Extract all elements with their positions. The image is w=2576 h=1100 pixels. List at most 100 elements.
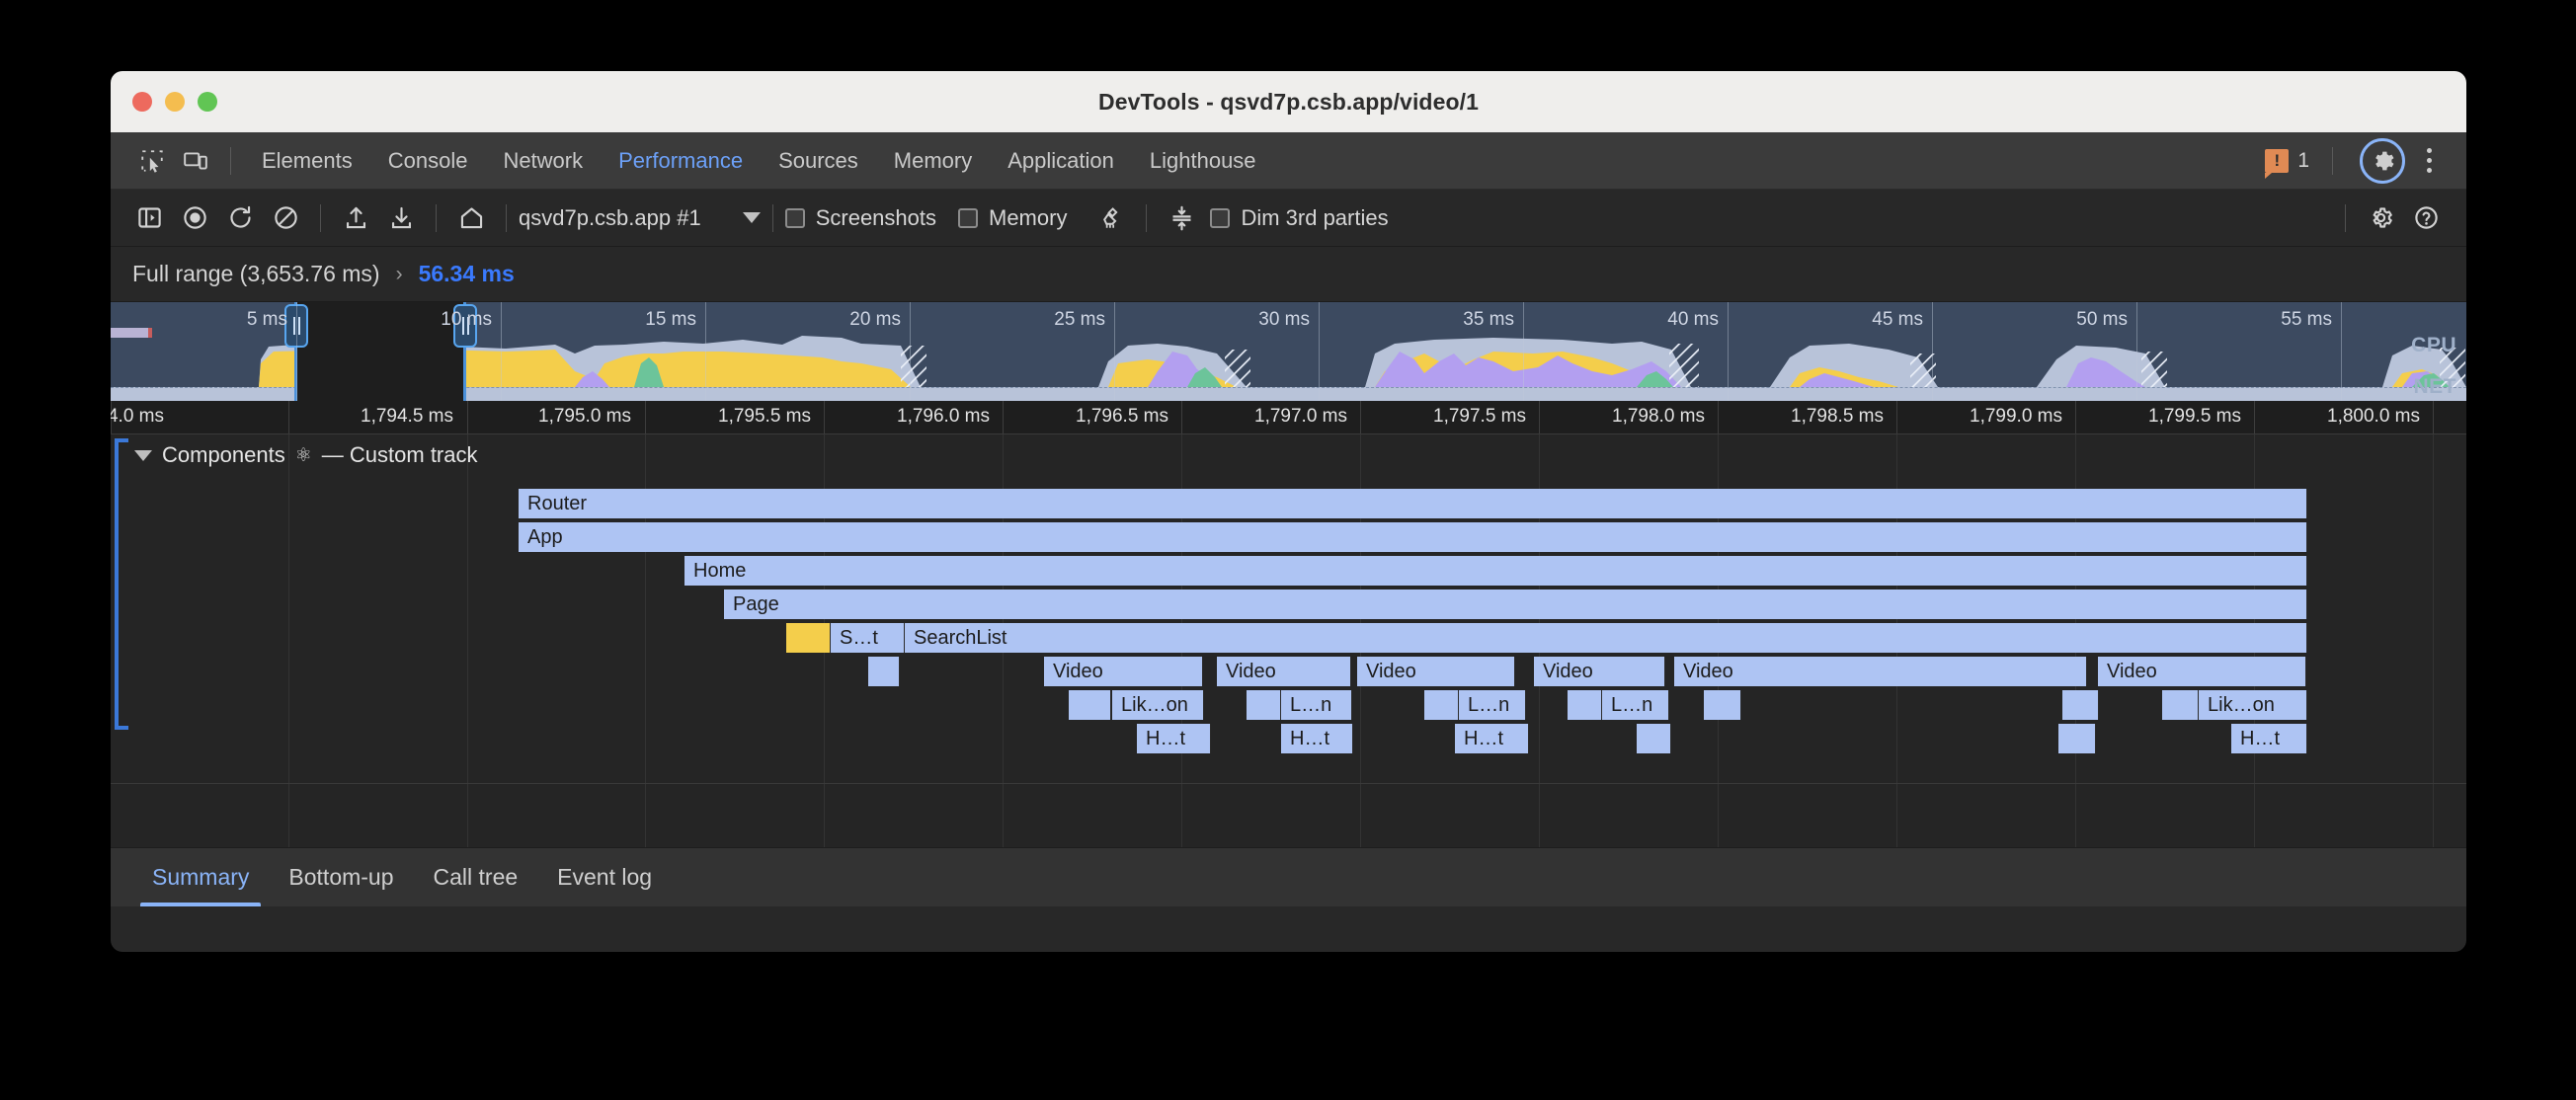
- profile-selector[interactable]: qsvd7p.csb.app #1: [519, 205, 701, 231]
- record-icon[interactable]: [172, 196, 217, 241]
- ruler-tick: [2254, 401, 2255, 433]
- flame-event-video[interactable]: Video: [2098, 657, 2306, 686]
- close-window-button[interactable]: [132, 92, 152, 112]
- overview-selection-right-edge: [463, 302, 466, 401]
- tab-event-log[interactable]: Event log: [557, 864, 653, 890]
- flame-event[interactable]: [1424, 690, 1459, 720]
- flame-event-lik-on[interactable]: Lik…on: [2199, 690, 2307, 720]
- flame-event-video[interactable]: Video: [1674, 657, 2087, 686]
- tab-summary[interactable]: Summary: [132, 864, 269, 906]
- overview-longtask-hatch-2: [1225, 350, 1250, 387]
- kebab-menu-icon[interactable]: [2409, 139, 2449, 183]
- flame-event[interactable]: [1568, 690, 1602, 720]
- timeline-overview[interactable]: 5 ms 10 ms 15 ms 20 ms 25 ms 30 ms 35 ms…: [111, 302, 2466, 401]
- tab-lighthouse[interactable]: Lighthouse: [1149, 147, 1256, 173]
- triangle-down-icon[interactable]: [134, 449, 152, 461]
- maximize-window-button[interactable]: [198, 92, 217, 112]
- breadcrumb-full-range[interactable]: Full range (3,653.76 ms): [132, 261, 380, 286]
- flame-event-video[interactable]: Video: [1217, 657, 1351, 686]
- gear-icon[interactable]: [2360, 137, 2405, 184]
- tab-elements[interactable]: Elements: [262, 147, 353, 173]
- controls-divider-6: [2345, 203, 2346, 232]
- overview-rendering-area: [575, 352, 2447, 387]
- flame-event-s-t[interactable]: S…t: [831, 623, 905, 653]
- flame-event-lik-on[interactable]: Lik…on: [1112, 690, 1204, 720]
- help-icon[interactable]: [2403, 196, 2449, 241]
- memory-checkbox[interactable]: Memory: [958, 205, 1067, 231]
- overview-left-drag-handle[interactable]: [284, 304, 308, 348]
- flame-baseline: [111, 783, 2466, 784]
- garbage-collect-icon[interactable]: [1088, 196, 1134, 241]
- settings-gear-icon[interactable]: [2358, 196, 2403, 241]
- ruler-tick-label: 1,798.0 ms: [1612, 406, 1705, 427]
- flame-event-h-t[interactable]: H…t: [1455, 724, 1529, 753]
- dim-third-parties-checkbox[interactable]: Dim 3rd parties: [1210, 205, 1389, 231]
- flame-event-h-t[interactable]: H…t: [1281, 724, 1353, 753]
- flame-event-app[interactable]: App: [519, 522, 2307, 552]
- overview-selection-window[interactable]: [296, 302, 465, 401]
- ruler-tick-label: 1,798.5 ms: [1791, 406, 1884, 427]
- overview-selection-left-edge: [294, 302, 297, 401]
- details-tabbar: Summary Bottom-up Call tree Event log: [111, 847, 2466, 906]
- flame-event[interactable]: [2162, 690, 2199, 720]
- flame-event-video[interactable]: Video: [1044, 657, 1203, 686]
- flame-event-video[interactable]: Video: [1357, 657, 1515, 686]
- inspect-element-icon[interactable]: [130, 139, 174, 183]
- flame-event[interactable]: [786, 623, 831, 653]
- flame-event-home[interactable]: Home: [684, 556, 2307, 586]
- flame-event-h-t[interactable]: H…t: [1137, 724, 1211, 753]
- ruler-tick-label: 1,796.0 ms: [897, 406, 990, 427]
- clear-icon[interactable]: [263, 196, 308, 241]
- minimize-window-button[interactable]: [165, 92, 185, 112]
- flame-event[interactable]: [868, 657, 900, 686]
- breadcrumb-selected-range[interactable]: 56.34 ms: [418, 261, 515, 286]
- overview-network-bar: [111, 328, 152, 338]
- overview-tickline: [1932, 302, 1933, 401]
- tab-sources[interactable]: Sources: [778, 147, 858, 173]
- flame-event[interactable]: [1704, 690, 1741, 720]
- tab-call-tree[interactable]: Call tree: [433, 864, 519, 890]
- tab-network[interactable]: Network: [503, 147, 584, 173]
- warning-badge[interactable]: ! 1: [2265, 148, 2315, 179]
- tab-performance[interactable]: Performance: [618, 147, 744, 173]
- save-profile-icon[interactable]: [378, 196, 424, 241]
- screenshots-checkbox[interactable]: Screenshots: [784, 205, 936, 231]
- overview-tickline: [705, 302, 706, 401]
- overview-tickline: [1728, 302, 1729, 401]
- tab-memory[interactable]: Memory: [893, 147, 973, 173]
- flame-event[interactable]: [2058, 724, 2096, 753]
- track-header-components[interactable]: Components ⚛ — Custom track: [134, 442, 478, 468]
- flame-chart[interactable]: Components ⚛ — Custom track Router App Hom…: [111, 434, 2466, 847]
- flame-event-page[interactable]: Page: [724, 589, 2307, 619]
- capture-settings-icon[interactable]: [1159, 196, 1204, 241]
- flame-event-searchlist[interactable]: SearchList: [905, 623, 2307, 653]
- load-profile-icon[interactable]: [333, 196, 378, 241]
- flame-event[interactable]: [1069, 690, 1111, 720]
- overview-tick-label: 10 ms: [441, 309, 492, 330]
- tab-bottom-up[interactable]: Bottom-up: [288, 864, 394, 890]
- tab-application[interactable]: Application: [1007, 147, 1114, 173]
- flame-event-l-n[interactable]: L…n: [1602, 690, 1669, 720]
- flame-event-h-t[interactable]: H…t: [2231, 724, 2307, 753]
- tabbar-divider: [230, 146, 231, 175]
- flame-gridline: [288, 434, 289, 847]
- flame-event[interactable]: [2062, 690, 2099, 720]
- reload-and-record-icon[interactable]: [217, 196, 263, 241]
- overview-right-drag-handle[interactable]: [453, 304, 477, 348]
- device-toolbar-icon[interactable]: [174, 139, 217, 183]
- ruler-tick: [288, 401, 289, 433]
- flame-event-l-n[interactable]: L…n: [1281, 690, 1352, 720]
- chevron-down-icon[interactable]: [742, 212, 761, 223]
- tab-console[interactable]: Console: [387, 147, 468, 173]
- flame-event-video[interactable]: Video: [1534, 657, 1665, 686]
- tabbar-right-actions: ! 1: [2265, 137, 2449, 184]
- flame-event[interactable]: [1637, 724, 1671, 753]
- ruler-tick: [2433, 401, 2434, 433]
- warning-icon: !: [2265, 148, 2290, 179]
- home-icon[interactable]: [448, 196, 494, 241]
- flame-event-l-n[interactable]: L…n: [1459, 690, 1526, 720]
- flame-event[interactable]: [1247, 690, 1281, 720]
- flame-event-router[interactable]: Router: [519, 489, 2307, 518]
- toggle-sidebar-icon[interactable]: [126, 196, 172, 241]
- overview-tickline: [501, 302, 502, 401]
